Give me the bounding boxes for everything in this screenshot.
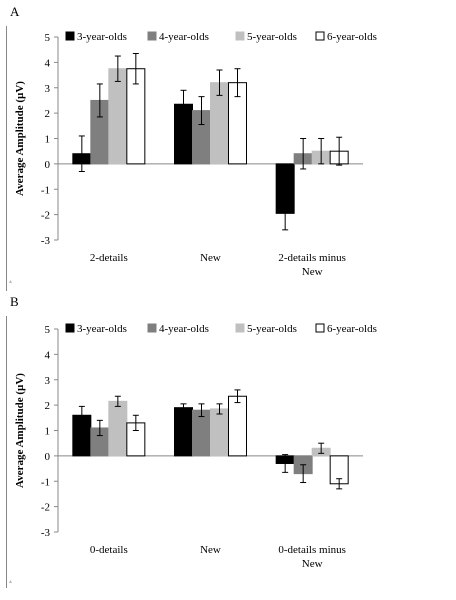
- bar-4-year-olds: [192, 409, 211, 457]
- x-category-label: New: [200, 252, 221, 264]
- y-tick-label: 0: [45, 451, 51, 463]
- y-tick-label: 2: [45, 400, 51, 412]
- y-tick-label: -1: [41, 476, 50, 488]
- y-tick-label: 3: [45, 83, 51, 95]
- x-category-label: New: [302, 558, 323, 570]
- y-axis-label: Average Amplitude (µV): [14, 81, 26, 196]
- y-tick-label: -3: [41, 235, 51, 247]
- y-tick-label: 5: [45, 32, 51, 44]
- y-tick-label: 1: [45, 134, 51, 146]
- legend-swatch: [147, 323, 157, 333]
- bar-3-year-olds: [174, 407, 193, 457]
- y-tick-label: 1: [45, 426, 51, 438]
- y-tick-label: 0: [45, 159, 51, 171]
- y-tick-label: 2: [45, 108, 51, 120]
- legend-label: 5-year-olds: [247, 323, 297, 335]
- legend-swatch: [235, 31, 245, 41]
- x-category-label: 2-details minus: [278, 252, 346, 264]
- legend-label: 3-year-olds: [77, 323, 127, 335]
- legend-swatch: [315, 323, 325, 333]
- x-category-label: New: [302, 266, 323, 278]
- y-axis-label: Average Amplitude (µV): [14, 373, 26, 488]
- y-tick-label: 4: [45, 57, 51, 69]
- panel-a-corner-mark: ▴: [9, 279, 13, 285]
- x-category-label: New: [200, 544, 221, 556]
- bar-5-year-olds: [108, 400, 128, 457]
- y-tick-label: 3: [45, 375, 51, 387]
- legend-swatch: [235, 323, 245, 333]
- y-tick-label: -2: [41, 502, 50, 514]
- y-tick-label: -1: [41, 184, 50, 196]
- bar-5-year-olds: [210, 408, 229, 457]
- legend-swatch: [65, 31, 75, 41]
- x-category-label: 2-details: [90, 252, 128, 264]
- legend-label: 3-year-olds: [77, 31, 127, 43]
- x-category-label: 0-details: [90, 544, 128, 556]
- chart-panel-b: 5 4 3 2 1 0 -1 -2 -3 Average Amplitude (µV) 0-deta…: [14, 323, 377, 570]
- legend-label: 4-year-olds: [159, 323, 209, 335]
- legend-label: 4-year-olds: [159, 31, 209, 43]
- panel-b-frame: [6, 316, 7, 588]
- legend-swatch: [315, 31, 325, 41]
- chart-panel-a: 5 4 3 2 1 0 -1 -2 -3 Average Amplitude (µV) 2-deta…: [14, 31, 377, 278]
- legend-swatch: [65, 323, 75, 333]
- x-category-label: 0-details minus: [278, 544, 346, 556]
- y-tick-label: -2: [41, 210, 50, 222]
- legend-label: 6-year-olds: [327, 323, 377, 335]
- panel-a-letter: A: [10, 4, 20, 19]
- bar-6-year-olds: [228, 395, 247, 457]
- y-tick-label: -3: [41, 527, 51, 539]
- bar-5-year-olds: [108, 68, 128, 165]
- panel-b-letter: B: [10, 294, 19, 309]
- legend-label: 6-year-olds: [327, 31, 377, 43]
- legend-label: 5-year-olds: [247, 31, 297, 43]
- legend-swatch: [147, 31, 157, 41]
- panel-b-corner-mark: ▴: [9, 579, 13, 585]
- panel-a-frame: [6, 26, 7, 291]
- y-tick-label: 4: [45, 349, 51, 361]
- y-tick-label: 5: [45, 324, 51, 336]
